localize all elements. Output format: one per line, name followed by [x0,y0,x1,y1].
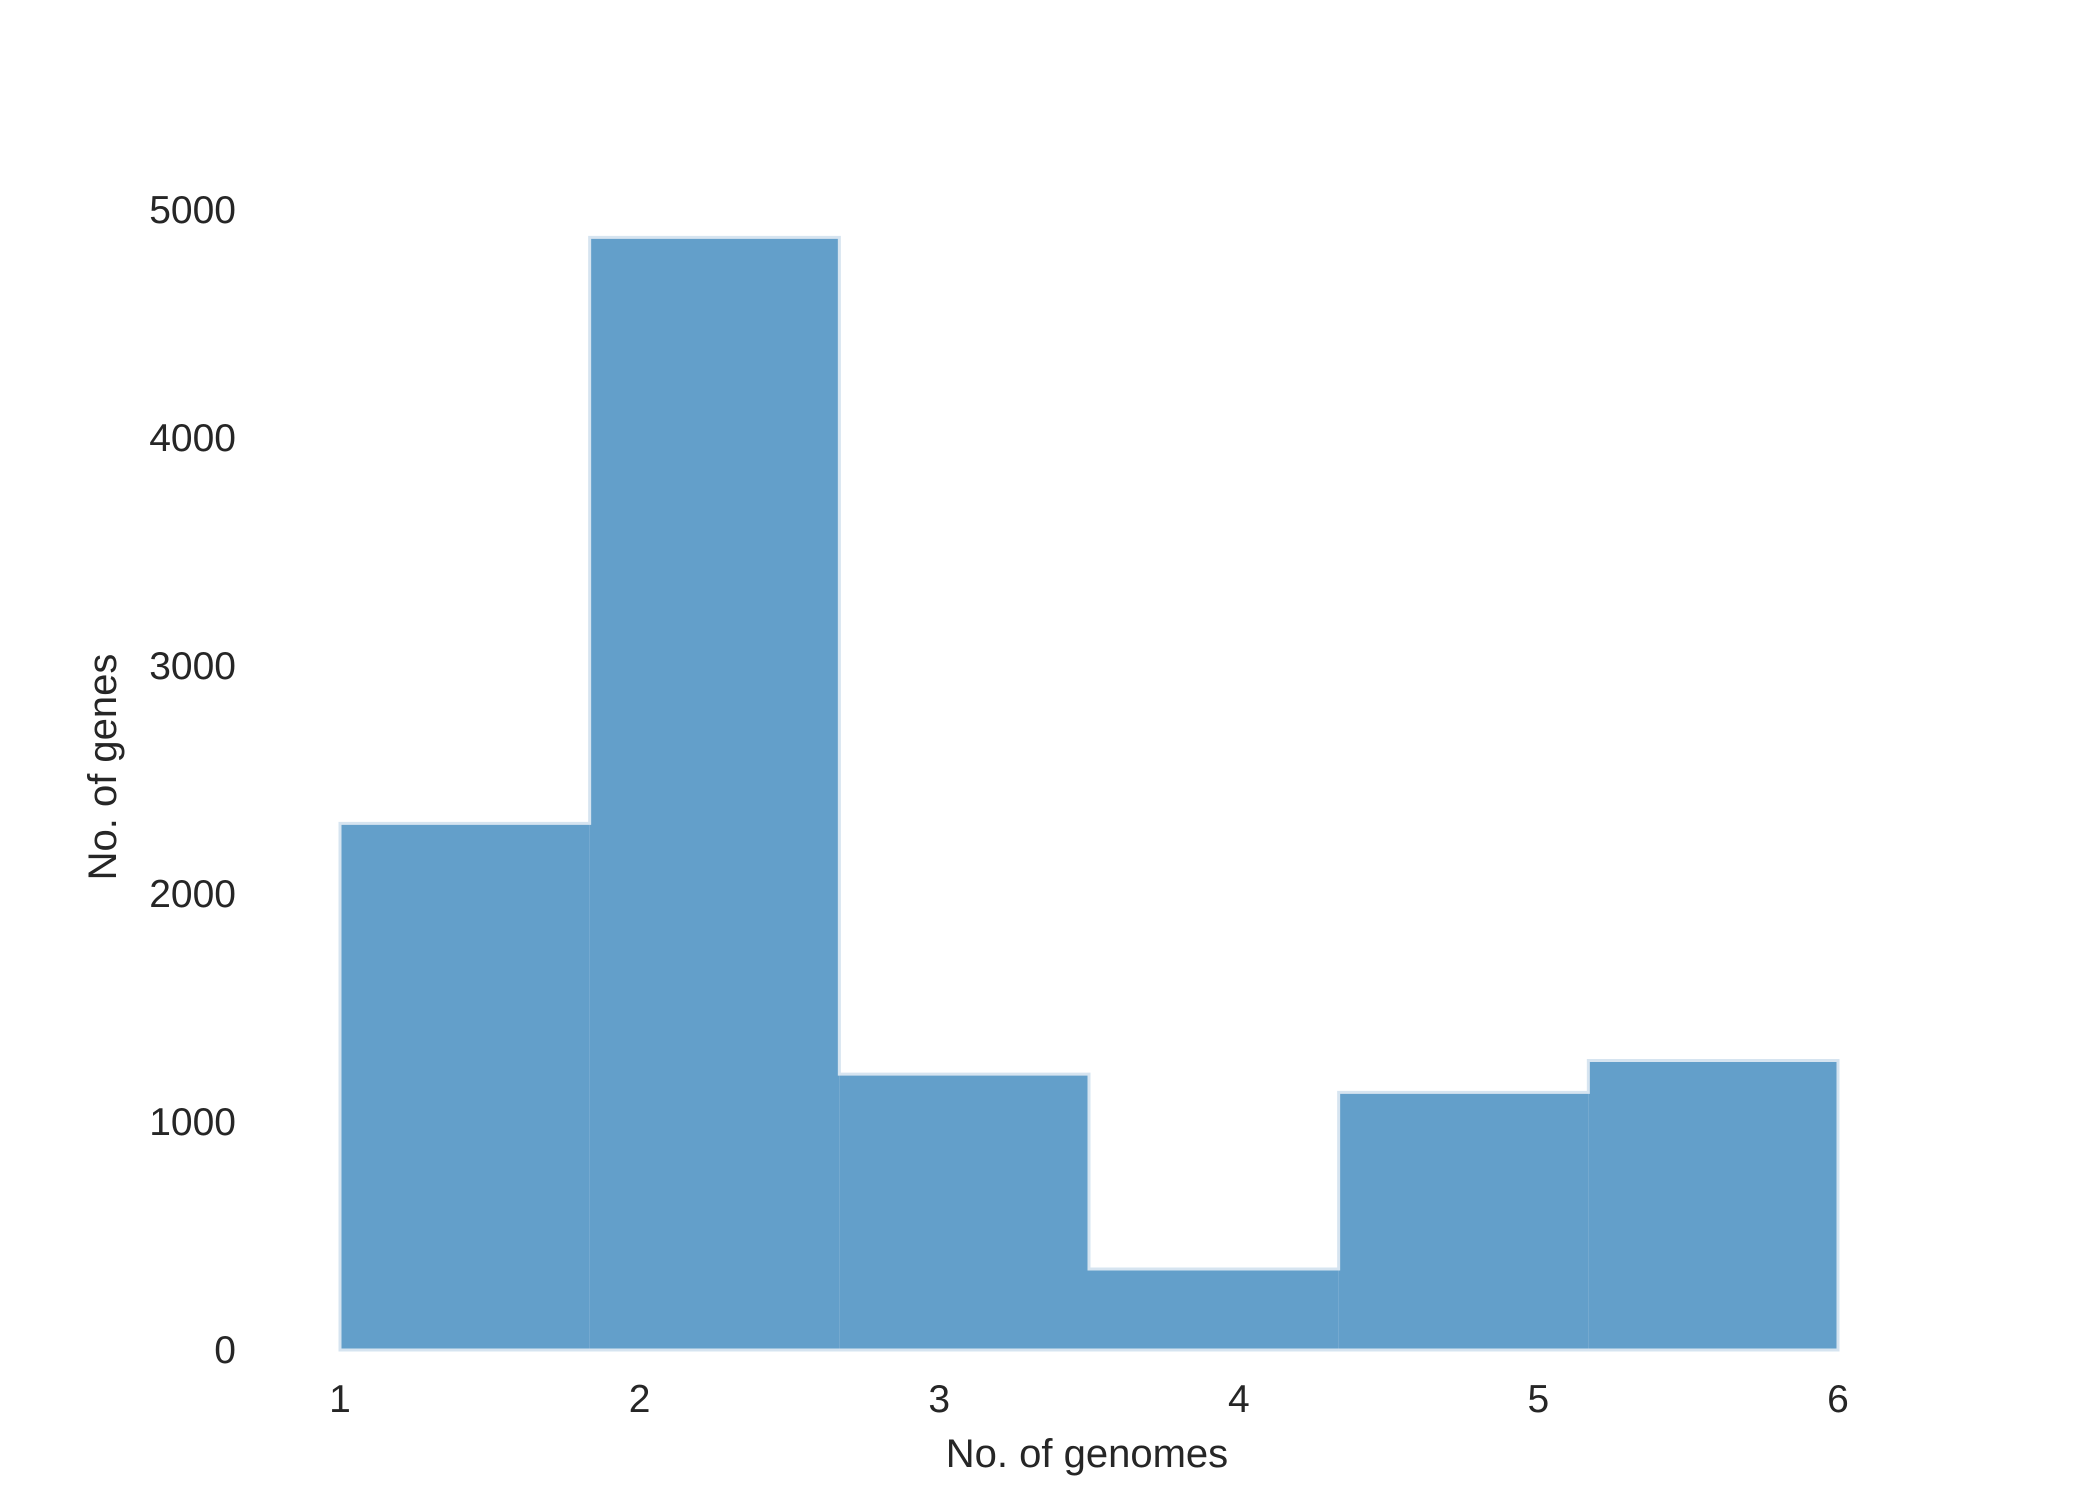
x-axis-label: No. of genomes [946,1432,1228,1476]
y-tick-label: 1000 [149,1101,236,1144]
y-tick-label: 4000 [149,417,236,460]
x-tick-label: 5 [1528,1378,1550,1421]
x-tick-label: 2 [629,1378,651,1421]
bars-group [338,235,1840,1352]
histogram-bar-6 [1588,1060,1838,1350]
x-tick-label: 3 [928,1378,950,1421]
histogram-bar-1 [340,823,590,1350]
y-tick-label: 3000 [149,645,236,688]
x-tick-label: 1 [329,1378,351,1421]
x-tick-label: 6 [1827,1378,1849,1421]
y-tick-label: 5000 [149,189,236,232]
y-tick-label: 0 [214,1329,236,1372]
histogram-bar-3 [839,1074,1089,1350]
x-tick-label: 4 [1228,1378,1250,1421]
x-axis-ticks: 1 2 3 4 5 6 [329,1378,1849,1421]
histogram-bar-4 [1089,1269,1339,1350]
histogram-outline [338,235,1840,1352]
y-axis-ticks: 0 1000 2000 3000 4000 5000 [149,189,236,1372]
y-tick-label: 2000 [149,873,236,916]
histogram-bar-2 [589,237,840,1351]
histogram-bar-5 [1338,1092,1589,1350]
y-axis-label: No. of genes [81,654,125,881]
